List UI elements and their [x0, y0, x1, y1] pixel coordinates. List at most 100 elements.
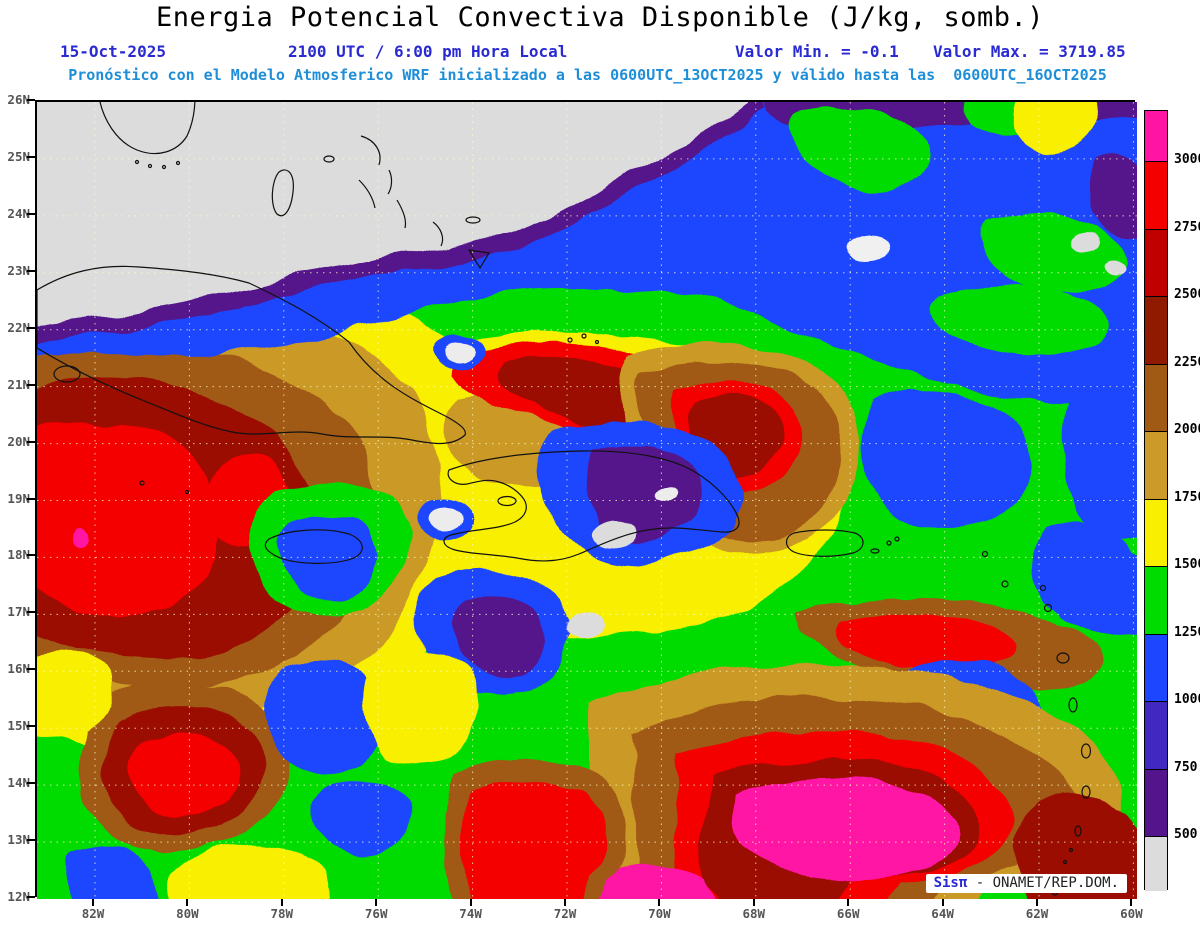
lat-tick	[27, 782, 35, 785]
header-date: 15-Oct-2025	[60, 42, 166, 61]
cape-field-svg	[37, 102, 1137, 899]
lon-label: 74W	[459, 906, 482, 921]
lat-tick	[27, 99, 35, 101]
colorbar	[1144, 110, 1168, 891]
coast-jamaica	[264, 529, 363, 564]
lon-label: 70W	[648, 906, 671, 921]
lat-tick	[27, 668, 35, 671]
lon-tick	[375, 899, 378, 906]
page-title: Energia Potencial Convectiva Disponible …	[155, 2, 1045, 33]
legend-tick-label: 1500	[1174, 557, 1200, 572]
legend-tick-label: 750	[1174, 759, 1198, 775]
lat-tick	[27, 725, 35, 728]
lon-tick	[847, 899, 850, 906]
lon-label: 68W	[742, 906, 766, 921]
lat-tick	[27, 554, 35, 557]
legend-tick-label: 1000	[1174, 692, 1200, 707]
legend-segment	[1145, 431, 1167, 499]
lon-label: 78W	[270, 906, 294, 921]
coast-inagua	[467, 249, 490, 270]
legend-tick-label: 1750	[1174, 489, 1200, 505]
header-value-max: Valor Max. = 3719.85	[933, 42, 1126, 61]
attribution: Sisπ - ONAMET/REP.DOM.	[925, 874, 1127, 893]
lon-label: 60W	[1120, 906, 1143, 921]
lat-tick	[27, 497, 35, 500]
coast-puerto-rico	[785, 529, 864, 557]
lon-tick	[469, 899, 472, 906]
lat-label: 14N	[7, 775, 30, 791]
header-time: 2100 UTC / 6:00 pm Hora Local	[288, 42, 568, 61]
legend-tick-label: 500	[1174, 827, 1198, 842]
lat-label: 24N	[7, 205, 30, 221]
lon-tick	[941, 899, 944, 906]
lon-label: 72W	[553, 906, 577, 921]
legend-tick-label: 2250	[1174, 354, 1200, 370]
lat-tick	[27, 611, 35, 614]
lat-label: 22N	[7, 319, 30, 335]
map-area: Sisπ - ONAMET/REP.DOM.	[35, 100, 1137, 899]
legend-tick-label: 2000	[1174, 422, 1200, 437]
legend-segment	[1145, 768, 1167, 836]
lat-label: 23N	[7, 262, 30, 278]
lon-tick	[564, 899, 566, 906]
lat-label: 17N	[7, 604, 30, 620]
lat-tick	[27, 896, 35, 898]
header-forecast-line: Pronóstico con el Modelo Atmosferico WRF…	[68, 66, 1107, 84]
coast-hispaniola	[443, 450, 740, 562]
legend-tick-label: 1250	[1174, 624, 1200, 640]
lon-tick	[280, 899, 283, 906]
legend-segment	[1145, 498, 1167, 566]
coast-andros	[271, 169, 294, 217]
lat-label: 26N	[7, 92, 30, 107]
lat-tick	[27, 269, 35, 272]
lat-tick	[27, 326, 35, 329]
coastline-layer	[37, 102, 1092, 896]
legend-segment	[1145, 296, 1167, 364]
lon-tick	[752, 899, 755, 906]
lat-label: 25N	[7, 148, 30, 164]
legend-segment	[1145, 701, 1167, 769]
lon-label: 64W	[931, 906, 954, 921]
lat-label: 16N	[7, 661, 30, 677]
lat-tick	[27, 212, 35, 215]
legend-segment	[1145, 363, 1167, 431]
lon-label: 80W	[176, 906, 199, 921]
legend-segment	[1145, 836, 1167, 891]
lat-label: 19N	[7, 490, 30, 506]
lat-tick	[27, 839, 35, 842]
header-value-min: Valor Min. = -0.1	[735, 42, 899, 61]
lon-label: 66W	[836, 906, 860, 921]
lon-tick	[658, 899, 661, 906]
attribution-text: - ONAMET/REP.DOM.	[967, 875, 1119, 891]
lat-tick	[27, 383, 35, 386]
lat-label: 12N	[7, 889, 30, 904]
grid-layer	[37, 102, 1137, 899]
coast-florida	[99, 102, 196, 155]
lat-tick	[27, 155, 35, 158]
lon-tick	[1130, 899, 1133, 906]
legend-tick-label: 2500	[1174, 287, 1200, 302]
lon-label: 62W	[1025, 906, 1049, 921]
lon-label: 82W	[81, 906, 105, 921]
legend-segment	[1145, 633, 1167, 701]
legend-segment	[1145, 111, 1167, 161]
legend-segment	[1145, 161, 1167, 229]
coast-cuba	[37, 265, 466, 445]
lat-label: 15N	[7, 718, 30, 734]
lat-label: 18N	[7, 547, 30, 563]
legend-tick-label: 2750	[1174, 219, 1200, 235]
coast-eleuthera	[360, 135, 381, 166]
lat-tick	[27, 440, 35, 443]
legend-segment	[1145, 566, 1167, 634]
coast-gonave	[497, 495, 517, 507]
lon-label: 76W	[364, 906, 388, 921]
lon-tick	[92, 899, 94, 906]
lon-tick	[186, 899, 189, 906]
lon-tick	[1036, 899, 1038, 906]
lat-label: 21N	[7, 376, 30, 392]
lat-label: 13N	[7, 832, 30, 848]
coast-isla-juventud	[53, 365, 81, 383]
field-layer	[37, 102, 1137, 899]
lat-label: 20N	[7, 433, 30, 449]
